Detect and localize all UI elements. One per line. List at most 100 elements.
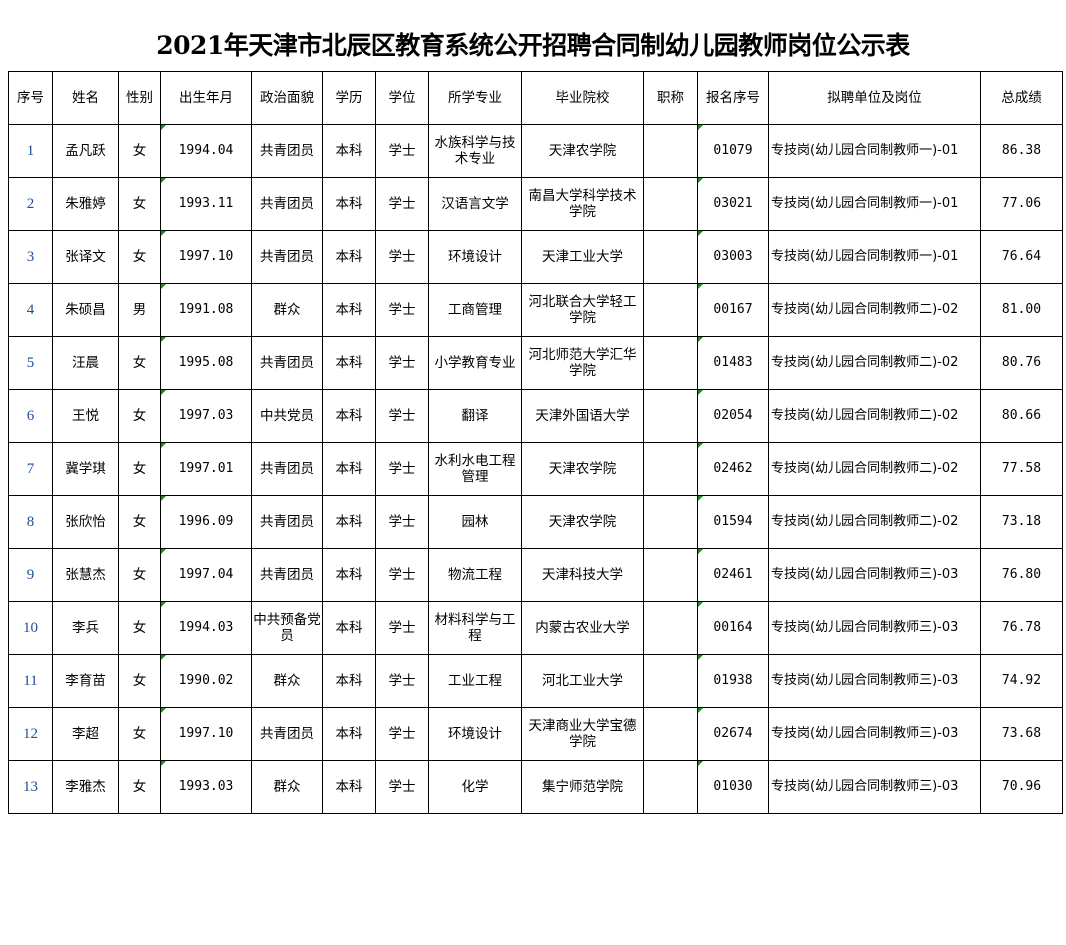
cell-title [643,336,698,390]
cell-seq: 4 [8,283,53,337]
cell-education: 本科 [322,336,376,390]
cell-gender: 女 [118,389,161,443]
cell-position: 专技岗(幼儿园合同制教师一)-01 [768,124,981,178]
cell-name: 李雅杰 [52,760,119,814]
cell-gender: 女 [118,442,161,496]
cell-major: 水利水电工程管理 [428,442,522,496]
cell-position: 专技岗(幼儿园合同制教师三)-03 [768,601,981,655]
cell-education: 本科 [322,548,376,602]
cell-position: 专技岗(幼儿园合同制教师三)-03 [768,760,981,814]
cell-birth-date: 1996.09 [160,495,252,549]
cell-position: 专技岗(幼儿园合同制教师一)-01 [768,230,981,284]
cell-seq: 10 [8,601,53,655]
cell-gender: 女 [118,601,161,655]
cell-education: 本科 [322,389,376,443]
cell-seq: 8 [8,495,53,549]
cell-position: 专技岗(幼儿园合同制教师二)-02 [768,389,981,443]
cell-education: 本科 [322,283,376,337]
header-position: 拟聘单位及岗位 [768,71,981,125]
cell-political-status: 中共党员 [251,389,323,443]
cell-total-score: 76.80 [980,548,1063,602]
header-gender: 性别 [118,71,161,125]
cell-education: 本科 [322,707,376,761]
cell-seq: 6 [8,389,53,443]
cell-total-score: 86.38 [980,124,1063,178]
table-row: 2 朱雅婷女 1993.11 共青团员 本科 学士 汉语言文学 南昌大学科学技术学院 03021… [8,177,1063,231]
cell-position: 专技岗(幼儿园合同制教师三)-03 [768,654,981,708]
cell-total-score: 74.92 [980,654,1063,708]
cell-reg-no: 00164 [697,601,769,655]
cell-gender: 女 [118,548,161,602]
cell-school: 河北工业大学 [521,654,644,708]
table-row: 11 李育苗女 1990.02 群众 本科 学士 工业工程 河北工业大学 01938 专技岗(幼儿… [8,654,1063,708]
cell-reg-no: 01594 [697,495,769,549]
table-row: 4 朱硕昌男 1991.08 群众 本科 学士 工商管理 河北联合大学轻工学院 00167 专技岗… [8,283,1063,337]
cell-degree: 学士 [375,389,429,443]
cell-education: 本科 [322,654,376,708]
cell-seq: 9 [8,548,53,602]
cell-gender: 女 [118,760,161,814]
cell-title [643,548,698,602]
cell-school: 天津农学院 [521,495,644,549]
cell-birth-date: 1997.03 [160,389,252,443]
cell-major: 化学 [428,760,522,814]
cell-position: 专技岗(幼儿园合同制教师二)-02 [768,283,981,337]
cell-total-score: 80.76 [980,336,1063,390]
recruitment-table: 序号 姓名 性别 出生年月 政治面貌 学历 学位 所学专业 毕业院校 职称 报名序号 拟聘单位及岗位总… [8,71,1063,814]
cell-education: 本科 [322,230,376,284]
cell-birth-date: 1997.04 [160,548,252,602]
cell-seq: 2 [8,177,53,231]
table-row: 13 李雅杰女 1993.03 群众 本科 学士 化学 集宁师范学院 01030 专技岗(幼儿园合… [8,760,1063,814]
cell-school: 南昌大学科学技术学院 [521,177,644,231]
cell-title [643,389,698,443]
header-row: 序号 姓名 性别 出生年月 政治面貌 学历 学位 所学专业 毕业院校 职称 报名序号 拟聘单位及岗位总… [8,71,1063,125]
cell-total-score: 81.00 [980,283,1063,337]
cell-political-status: 共青团员 [251,495,323,549]
cell-degree: 学士 [375,442,429,496]
header-total-score: 总成绩 [980,71,1063,125]
cell-political-status: 共青团员 [251,442,323,496]
cell-seq: 7 [8,442,53,496]
cell-title [643,283,698,337]
cell-political-status: 共青团员 [251,177,323,231]
cell-title [643,601,698,655]
cell-title [643,760,698,814]
cell-reg-no: 01030 [697,760,769,814]
cell-reg-no: 03021 [697,177,769,231]
cell-major: 翻译 [428,389,522,443]
cell-title [643,177,698,231]
cell-birth-date: 1990.02 [160,654,252,708]
cell-total-score: 73.18 [980,495,1063,549]
cell-title [643,442,698,496]
cell-name: 冀学琪 [52,442,119,496]
cell-seq: 5 [8,336,53,390]
cell-gender: 女 [118,177,161,231]
cell-reg-no: 00167 [697,283,769,337]
cell-reg-no: 03003 [697,230,769,284]
cell-reg-no: 01483 [697,336,769,390]
cell-major: 工商管理 [428,283,522,337]
cell-school: 天津农学院 [521,124,644,178]
cell-major: 园林 [428,495,522,549]
cell-total-score: 77.06 [980,177,1063,231]
cell-total-score: 70.96 [980,760,1063,814]
table-row: 9 张慧杰女 1997.04 共青团员 本科 学士 物流工程 天津科技大学 02461 专技岗(幼… [8,548,1063,602]
cell-name: 汪晨 [52,336,119,390]
cell-position: 专技岗(幼儿园合同制教师二)-02 [768,495,981,549]
table-row: 7 冀学琪女 1997.01 共青团员 本科 学士 水利水电工程管理 天津农学院 02462 专技… [8,442,1063,496]
cell-seq: 11 [8,654,53,708]
cell-total-score: 77.58 [980,442,1063,496]
cell-degree: 学士 [375,760,429,814]
cell-school: 天津外国语大学 [521,389,644,443]
cell-total-score: 76.64 [980,230,1063,284]
cell-title [643,124,698,178]
cell-title [643,654,698,708]
cell-total-score: 73.68 [980,707,1063,761]
cell-position: 专技岗(幼儿园合同制教师三)-03 [768,548,981,602]
cell-major: 小学教育专业 [428,336,522,390]
cell-gender: 男 [118,283,161,337]
header-school: 毕业院校 [521,71,644,125]
cell-school: 天津商业大学宝德学院 [521,707,644,761]
cell-degree: 学士 [375,707,429,761]
cell-major: 工业工程 [428,654,522,708]
